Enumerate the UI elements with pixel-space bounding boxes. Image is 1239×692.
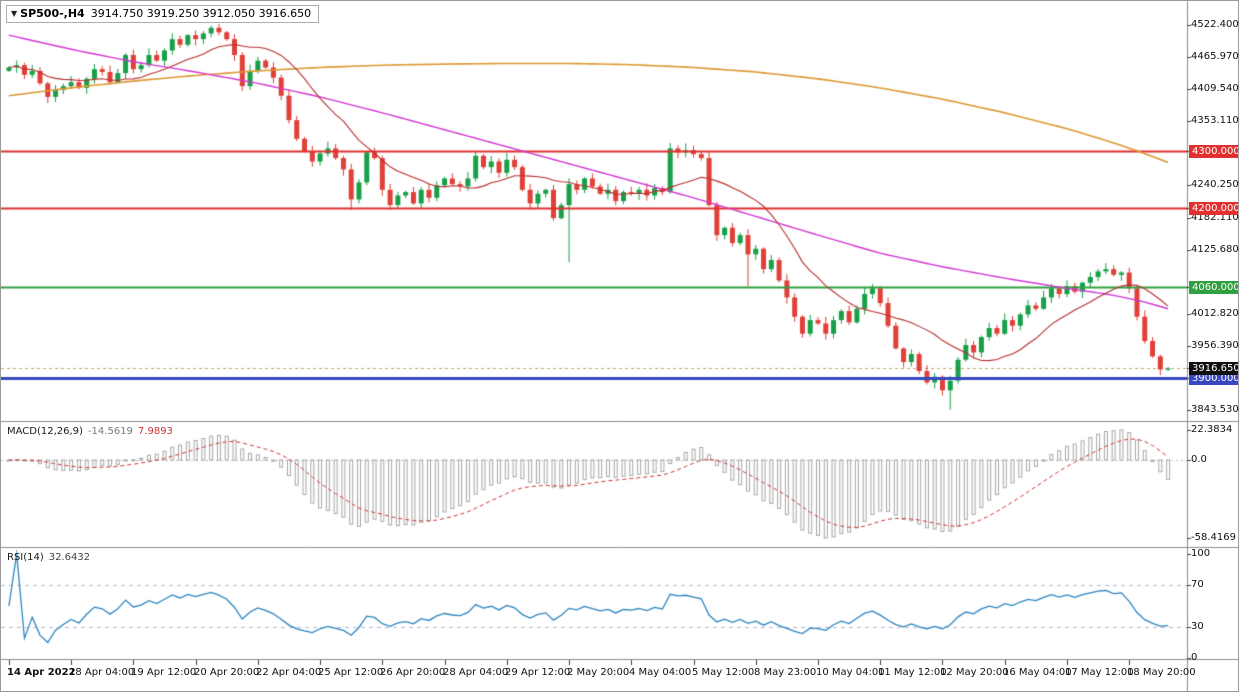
macd-name: MACD(12,26,9) (7, 426, 83, 437)
macd-indicator-label: MACD(12,26,9) -14.5619 7.9893 (7, 426, 173, 438)
rsi-value: 32.6432 (48, 552, 91, 563)
macd-signal-value: 7.9893 (137, 426, 173, 437)
chart-title-box: ▼ SP500-,H4 3914.750 3919.250 3912.050 391… (6, 5, 320, 23)
collapse-arrow-icon[interactable]: ▼ (11, 9, 18, 18)
rsi-indicator-label: RSI(14) 32.6432 (7, 552, 90, 564)
symbol-timeframe-label: SP500-,H4 (20, 7, 85, 20)
macd-main-value: -14.5619 (87, 426, 133, 437)
rsi-name: RSI(14) (7, 552, 44, 563)
ohlc-values-label: 3914.750 3919.250 3912.050 3916.650 (90, 7, 312, 20)
